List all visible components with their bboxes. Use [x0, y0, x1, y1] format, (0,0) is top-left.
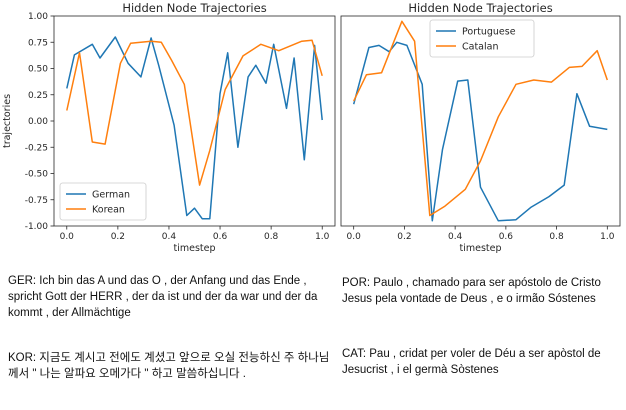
series-line-german: [66, 36, 323, 220]
legend: German Korean: [59, 182, 147, 221]
korean-caption: KOR: 지금도 계시고 전에도 계셨고 앞으로 오실 전능하신 주 하나님께서…: [8, 352, 330, 380]
legend-label-korean: Korean: [92, 205, 125, 216]
right-chart-panel: Hidden Node Trajectories 0.0 0.2 0.4 0.6 0.8 1…: [340, 1, 621, 254]
plot-frame: [340, 15, 621, 227]
x-axis-label: timestep: [173, 243, 215, 254]
legend-box: [429, 19, 535, 58]
legend-label-german: German: [92, 190, 130, 201]
chart-title: Hidden Node Trajectories: [122, 1, 266, 15]
legend-box: [59, 182, 147, 221]
left-chart-panel: Hidden Node Trajectories 0.0 0.2 0.4 0.6 0.8 1…: [2, 1, 336, 254]
x-tick-label: 0.4: [162, 232, 177, 242]
series-line-portuguese: [352, 41, 608, 222]
y-tick-label: 1.00: [28, 12, 48, 22]
y-tick-label: -0.25: [25, 143, 48, 153]
x-tick-label: 1.0: [315, 232, 330, 242]
x-tick-label: 0.8: [264, 232, 279, 242]
series-line-catalan: [353, 20, 609, 217]
chart-title: Hidden Node Trajectories: [408, 1, 552, 15]
x-axis-label: timestep: [459, 243, 501, 254]
x-tick-label: 0.2: [111, 232, 125, 242]
y-axis-label: trajectories: [2, 94, 13, 148]
x-tick-label: 0.0: [347, 232, 362, 242]
y-tick-label: -1.00: [25, 222, 49, 232]
catalan-caption: CAT: Pau , cridat per voler de Déu a ser…: [342, 348, 601, 376]
x-tick-label: 0.2: [397, 232, 411, 242]
portuguese-caption: POR: Paulo , chamado para ser apóstolo d…: [342, 277, 601, 305]
x-tick-label: 0.6: [213, 232, 228, 242]
series-line-korean: [66, 39, 323, 186]
legend-label-catalan: Catalan: [462, 42, 498, 53]
x-tick-label: 1.0: [600, 232, 615, 242]
y-tick-label: -0.50: [25, 170, 49, 180]
legend: Portuguese Catalan: [429, 19, 535, 58]
german-caption: GER: Ich bin das A und das O , der Anfan…: [8, 275, 318, 319]
y-tick-label: -0.75: [25, 196, 48, 206]
legend-label-portuguese: Portuguese: [462, 27, 516, 38]
y-tick-label: 0.00: [28, 117, 48, 127]
y-tick-label: 0.50: [28, 65, 48, 75]
x-tick-label: 0.8: [549, 232, 564, 242]
x-tick-label: 0.6: [499, 232, 514, 242]
x-tick-label: 0.0: [60, 232, 75, 242]
x-tick-label: 0.4: [448, 232, 463, 242]
y-tick-label: 0.75: [28, 38, 48, 48]
y-tick-label: 0.25: [28, 91, 48, 101]
